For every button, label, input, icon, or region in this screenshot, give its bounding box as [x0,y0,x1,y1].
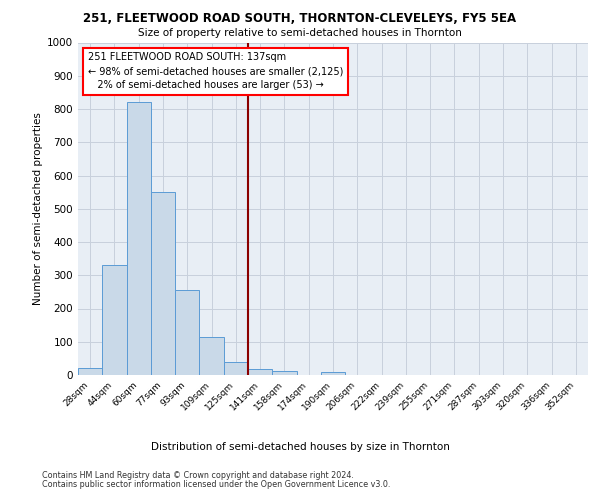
Bar [224,362,248,375]
Text: Distribution of semi-detached houses by size in Thornton: Distribution of semi-detached houses by … [151,442,449,452]
Bar [272,371,296,375]
Bar [248,369,272,375]
Bar [102,266,127,375]
Bar [175,290,199,375]
Bar [321,372,345,375]
Bar [151,192,175,375]
Text: Contains HM Land Registry data © Crown copyright and database right 2024.: Contains HM Land Registry data © Crown c… [42,471,354,480]
Text: 251 FLEETWOOD ROAD SOUTH: 137sqm
← 98% of semi-detached houses are smaller (2,12: 251 FLEETWOOD ROAD SOUTH: 137sqm ← 98% o… [88,52,344,90]
Text: Size of property relative to semi-detached houses in Thornton: Size of property relative to semi-detach… [138,28,462,38]
Bar [199,337,224,375]
Text: Contains public sector information licensed under the Open Government Licence v3: Contains public sector information licen… [42,480,391,489]
Text: 251, FLEETWOOD ROAD SOUTH, THORNTON-CLEVELEYS, FY5 5EA: 251, FLEETWOOD ROAD SOUTH, THORNTON-CLEV… [83,12,517,26]
Bar [127,102,151,375]
Bar [78,368,102,375]
Y-axis label: Number of semi-detached properties: Number of semi-detached properties [33,112,43,305]
